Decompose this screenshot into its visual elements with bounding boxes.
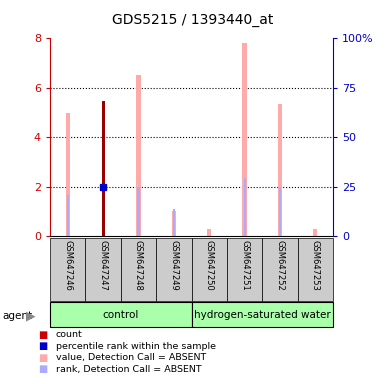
- Bar: [65, 113, 70, 236]
- Text: agent: agent: [2, 311, 32, 321]
- Text: GSM647249: GSM647249: [169, 240, 178, 291]
- Text: ▶: ▶: [26, 309, 36, 322]
- Bar: [137, 187, 139, 236]
- Text: GSM647247: GSM647247: [99, 240, 108, 291]
- Bar: [243, 43, 247, 236]
- Text: GSM647252: GSM647252: [275, 240, 285, 291]
- Bar: [136, 76, 141, 236]
- Bar: [85, 238, 121, 301]
- Text: GSM647253: GSM647253: [311, 240, 320, 291]
- Bar: [298, 238, 333, 301]
- Text: value, Detection Call = ABSENT: value, Detection Call = ABSENT: [56, 353, 206, 362]
- Bar: [262, 238, 298, 301]
- Text: control: control: [103, 310, 139, 320]
- Text: GDS5215 / 1393440_at: GDS5215 / 1393440_at: [112, 13, 273, 27]
- Text: count: count: [56, 330, 82, 339]
- Text: GSM647248: GSM647248: [134, 240, 143, 291]
- Text: hydrogen-saturated water: hydrogen-saturated water: [194, 310, 331, 320]
- Bar: [207, 229, 211, 236]
- Text: GSM647250: GSM647250: [205, 240, 214, 291]
- Text: ■: ■: [38, 341, 48, 351]
- Bar: [172, 212, 176, 236]
- Bar: [279, 187, 281, 236]
- Bar: [50, 238, 85, 301]
- Bar: [192, 238, 227, 301]
- Bar: [278, 104, 282, 236]
- Text: GSM647246: GSM647246: [63, 240, 72, 291]
- Text: ■: ■: [38, 364, 48, 374]
- Bar: [50, 302, 192, 327]
- Text: ■: ■: [38, 330, 48, 340]
- Bar: [227, 238, 262, 301]
- Bar: [192, 302, 333, 327]
- Bar: [173, 209, 175, 236]
- Bar: [67, 195, 69, 236]
- Text: rank, Detection Call = ABSENT: rank, Detection Call = ABSENT: [56, 365, 201, 374]
- Bar: [313, 229, 318, 236]
- Bar: [244, 178, 246, 236]
- Bar: [156, 238, 192, 301]
- Text: GSM647251: GSM647251: [240, 240, 249, 291]
- Bar: [121, 238, 156, 301]
- Text: ■: ■: [38, 353, 48, 363]
- Text: percentile rank within the sample: percentile rank within the sample: [56, 342, 216, 351]
- Bar: [102, 101, 104, 236]
